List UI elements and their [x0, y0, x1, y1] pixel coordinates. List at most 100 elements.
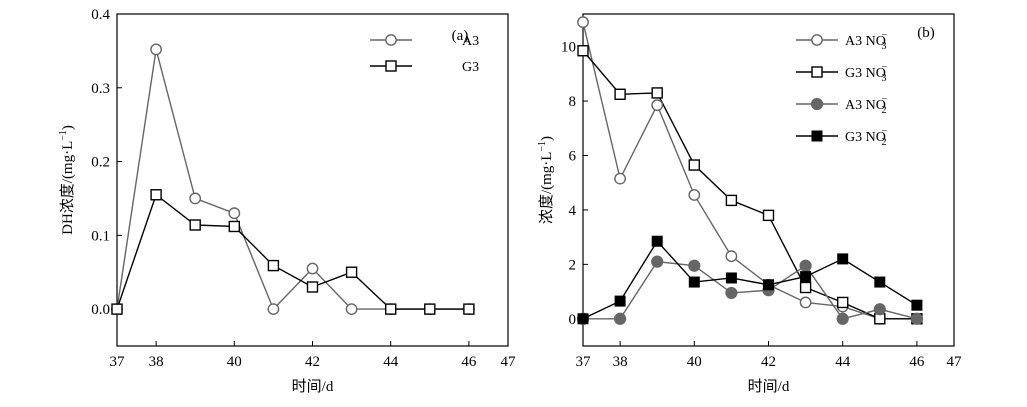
x-axis-title: 时间/d [748, 378, 790, 395]
data-point [189, 219, 201, 231]
x-tick-label: 40 [687, 354, 702, 370]
data-point [725, 194, 738, 207]
data-point [614, 172, 626, 185]
series-line-1 [116, 193, 469, 310]
legend-label: A3 [462, 34, 479, 49]
data-point [577, 313, 589, 325]
y-axis-title: DH浓度/(mg·L−1) [58, 125, 76, 235]
data-point [651, 87, 663, 99]
data-point [837, 253, 849, 265]
data-point [267, 259, 280, 272]
legend-marker [810, 97, 824, 111]
legend-label: A3 NO2− [845, 94, 888, 116]
x-tick-label: 47 [501, 354, 517, 370]
chart-b: 37 38 40 42 44 46 470246810时间/d浓度/(mg·L−1)(b)A… [537, 13, 963, 395]
plot-frame [116, 13, 509, 347]
panel-label: (a) [452, 28, 469, 44]
data-point [463, 303, 475, 315]
x-tick-label: 42 [305, 354, 320, 370]
data-point [228, 207, 241, 220]
x-tick-label: 37 [576, 354, 592, 370]
data-point [614, 88, 626, 100]
chart-a: 37 38 40 42 44 46 47 0.0 0.1 0.2 0.3 0.4 时间/d DH浓度/(m… [58, 7, 516, 395]
x-tick-label: 47 [947, 354, 963, 370]
x-tick-label: 44 [383, 354, 399, 370]
data-point [189, 192, 202, 205]
data-point [688, 259, 701, 272]
data-point [651, 99, 664, 112]
legend-marker [385, 34, 397, 46]
series-line-0 [116, 49, 469, 311]
data-point [688, 159, 700, 171]
legend-label: A3 NO3− [845, 30, 888, 52]
data-point [725, 272, 737, 284]
series-line-2 [583, 260, 918, 320]
data-point [688, 276, 700, 288]
y-tick-label: 0.1 [91, 228, 110, 244]
y-tick-label: 0.2 [91, 155, 110, 171]
data-point [762, 209, 775, 222]
data-point [577, 45, 589, 57]
data-point [345, 303, 358, 316]
x-tick-label: 38 [613, 354, 628, 370]
data-point [306, 262, 319, 275]
data-point [345, 266, 358, 278]
x-tick-label: 46 [909, 354, 925, 370]
data-point [614, 312, 627, 325]
y-axis-title: 浓度/(mg·L−1) [537, 136, 555, 224]
data-point [910, 312, 924, 325]
data-point [874, 276, 886, 288]
data-point [763, 279, 774, 291]
legend-label: G3 [462, 60, 479, 75]
data-point [688, 189, 701, 201]
series-line-0 [582, 22, 917, 320]
data-point [614, 295, 626, 307]
legend-marker [811, 66, 823, 78]
y-tick-label: 10 [561, 40, 576, 56]
data-point [306, 281, 319, 293]
data-point [799, 259, 812, 272]
x-tick-label: 42 [761, 354, 776, 370]
y-tick-label: 0 [569, 312, 577, 328]
y-tick-label: 2 [569, 257, 577, 273]
data-point [577, 16, 589, 29]
data-point [911, 299, 923, 311]
data-point [228, 220, 241, 233]
panel-label: (b) [917, 25, 935, 41]
series-line-3 [582, 240, 918, 320]
y-tick-label: 8 [569, 94, 577, 110]
y-tick-label: 0.0 [91, 302, 110, 318]
data-point [836, 312, 849, 325]
legend-label: G3 NO2− [845, 126, 888, 148]
data-point [651, 255, 664, 268]
x-tick-label: 40 [227, 354, 242, 370]
legend-label: G3 NO3− [845, 62, 888, 84]
data-point [385, 303, 397, 315]
x-tick-label: 44 [835, 354, 851, 370]
legend-marker [811, 34, 823, 46]
y-tick-label: 0.4 [91, 7, 110, 23]
data-point [111, 303, 123, 315]
x-tick-label: 37 [110, 354, 126, 370]
data-point [873, 303, 886, 316]
x-tick-label: 46 [461, 354, 477, 370]
legend-marker [385, 60, 397, 72]
data-point [725, 286, 738, 300]
x-tick-label: 38 [149, 354, 164, 370]
data-point [424, 303, 436, 315]
data-point [150, 43, 163, 56]
data-point [799, 296, 812, 309]
data-point [725, 250, 738, 263]
x-axis-title: 时间/d [292, 378, 334, 395]
data-point [150, 189, 162, 201]
data-point [267, 303, 280, 316]
y-tick-label: 6 [569, 149, 577, 165]
y-tick-label: 4 [569, 203, 577, 219]
data-point [800, 271, 812, 283]
data-point [799, 281, 812, 294]
data-point [837, 296, 849, 309]
data-point [651, 235, 663, 247]
series-line-1 [582, 50, 917, 320]
legend-marker [811, 130, 823, 142]
